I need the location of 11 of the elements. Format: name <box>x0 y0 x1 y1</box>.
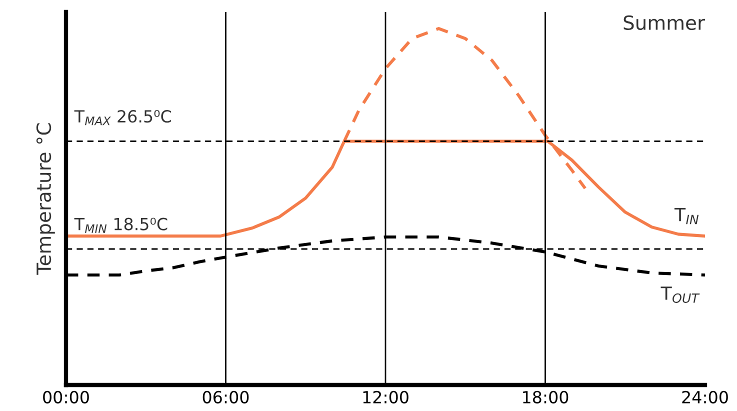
series-label: T$_{IN}$ <box>674 208 699 224</box>
ref-line-label: T$_{MIN}$ 18.5⁰C <box>74 218 168 233</box>
x-tick-label: 18:00 <box>523 390 568 404</box>
x-tick-label: 12:00 <box>363 390 408 404</box>
series-label: T$_{OUT}$ <box>660 286 700 303</box>
chart-title: Summer <box>624 15 705 30</box>
x-tick-label: 24:00 <box>682 390 728 404</box>
ref-line-label: T$_{MAX}$ 26.5⁰C <box>74 110 171 126</box>
x-tick-label: 00:00 <box>43 390 89 404</box>
x-tick-label: 06:00 <box>202 390 249 404</box>
y-axis-title: Temperature °C <box>36 123 55 275</box>
